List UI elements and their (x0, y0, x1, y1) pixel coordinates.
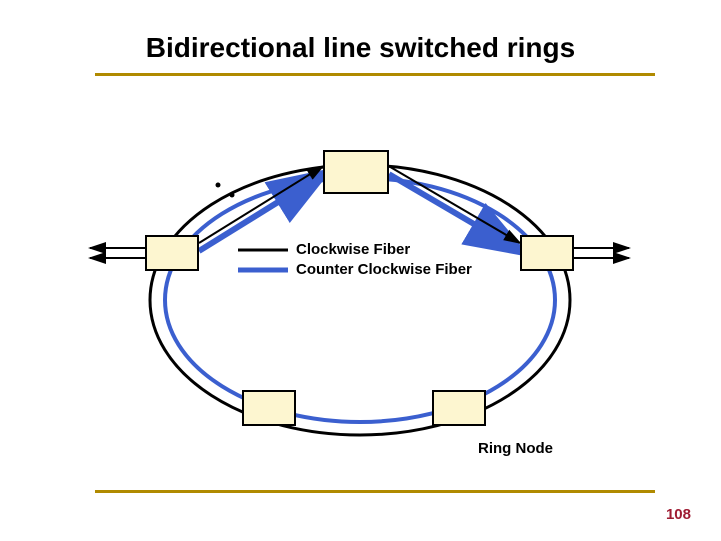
ring-node-bleft (242, 390, 296, 426)
bottom-rule (95, 490, 655, 493)
ring-node-right (520, 235, 574, 271)
legend-clockwise-label: Clockwise Fiber (296, 241, 410, 258)
legend-counterclockwise-label: Counter Clockwise Fiber (296, 261, 472, 278)
page-number: 108 (666, 506, 691, 523)
top-rule (95, 73, 655, 76)
ring-node-top (323, 150, 389, 194)
ring-node-label: Ring Node (478, 440, 553, 457)
ring-node-bright (432, 390, 486, 426)
ring-node-left (145, 235, 199, 271)
